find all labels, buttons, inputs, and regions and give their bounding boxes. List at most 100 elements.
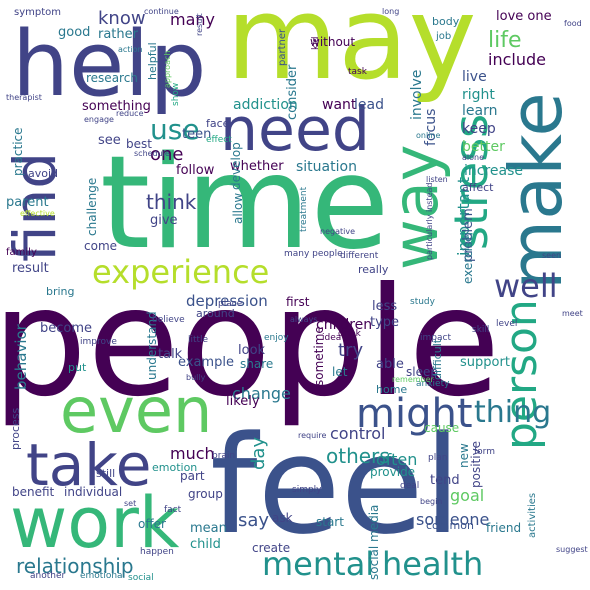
word: help <box>12 12 207 117</box>
word: support <box>460 355 510 370</box>
word: control <box>330 424 386 443</box>
word: symptom <box>14 7 61 18</box>
word: ask <box>272 511 293 525</box>
word: say <box>238 510 270 531</box>
word: share <box>240 357 274 371</box>
word: much <box>170 444 215 463</box>
word: remember <box>392 375 434 384</box>
word: often <box>376 450 418 469</box>
word: therapist <box>6 93 42 102</box>
word: common <box>426 519 474 532</box>
word: anxiety <box>416 379 450 389</box>
word: challenge <box>85 177 99 236</box>
word: little <box>188 335 209 345</box>
word: type <box>370 315 400 330</box>
word: feel <box>210 407 462 564</box>
word: result <box>12 261 49 276</box>
word: love one <box>496 9 552 24</box>
word: set <box>124 499 137 508</box>
word: emotion <box>152 461 198 474</box>
word: continue <box>144 7 179 16</box>
word: face <box>206 117 230 130</box>
word: meet <box>562 309 583 318</box>
word: form <box>474 447 495 457</box>
word: something <box>82 99 151 114</box>
word: suggest <box>556 545 588 554</box>
word: children <box>316 317 373 333</box>
word: life <box>488 28 522 53</box>
word: different <box>340 251 379 261</box>
word: whether <box>230 159 284 174</box>
word: seen <box>542 251 562 260</box>
word: plan <box>428 453 448 463</box>
word: engage <box>84 115 114 124</box>
word: time <box>100 129 390 278</box>
word: sleep <box>406 365 438 379</box>
word: always <box>290 315 318 324</box>
word: change <box>232 384 291 403</box>
word: long <box>382 7 400 16</box>
word: friend <box>486 521 522 535</box>
word: begin <box>420 497 443 506</box>
word: process <box>9 407 22 450</box>
word: example <box>178 355 234 370</box>
word: provide <box>370 465 416 479</box>
word: focus <box>423 108 439 146</box>
word: want <box>322 97 357 113</box>
word: around <box>196 307 235 320</box>
word: goal <box>450 486 485 505</box>
word: health <box>382 545 484 583</box>
word: become <box>40 321 93 336</box>
word: situation <box>296 159 357 175</box>
word: effect <box>206 135 232 145</box>
word: avoid <box>28 167 59 180</box>
word: emotional <box>80 571 126 581</box>
word: teen <box>182 127 212 142</box>
word: reduce <box>116 109 144 118</box>
word: mental <box>262 545 375 583</box>
word: bring <box>46 285 75 298</box>
word: relationship <box>16 554 134 578</box>
word: well <box>494 267 558 305</box>
word: negative <box>320 227 355 236</box>
word: may <box>226 0 477 106</box>
word: even <box>60 374 213 447</box>
word: right <box>462 87 495 103</box>
word: behavior <box>12 324 30 390</box>
word: tend <box>430 473 460 488</box>
word: able <box>376 357 404 372</box>
word: mean <box>190 521 227 536</box>
word: consider <box>285 64 300 120</box>
word: many <box>170 10 215 29</box>
word: brain <box>212 451 236 461</box>
word: believe <box>152 315 185 325</box>
word: offer <box>138 517 166 531</box>
word: better <box>462 139 505 155</box>
word: individual <box>64 485 123 499</box>
word: without <box>310 35 356 49</box>
word: skill <box>472 325 490 335</box>
word: look <box>238 343 266 358</box>
word: addiction <box>233 97 298 113</box>
word: come <box>84 239 118 253</box>
word: try <box>338 340 364 361</box>
word: keep <box>462 121 496 137</box>
word: deal <box>400 481 420 491</box>
word: start <box>316 515 344 529</box>
word: activities <box>527 492 538 538</box>
word: group <box>188 487 223 501</box>
word: research <box>86 71 138 85</box>
word: treatment <box>299 186 309 232</box>
word: schedule <box>134 149 170 158</box>
word: task <box>348 67 367 77</box>
word: first <box>286 295 310 309</box>
word: kid <box>311 36 321 50</box>
word: level <box>496 319 518 329</box>
word: way <box>379 144 452 270</box>
word: live <box>462 69 487 85</box>
word: let <box>332 365 348 379</box>
word: day <box>248 436 269 470</box>
word: idea <box>322 333 342 343</box>
word: child <box>190 537 221 552</box>
